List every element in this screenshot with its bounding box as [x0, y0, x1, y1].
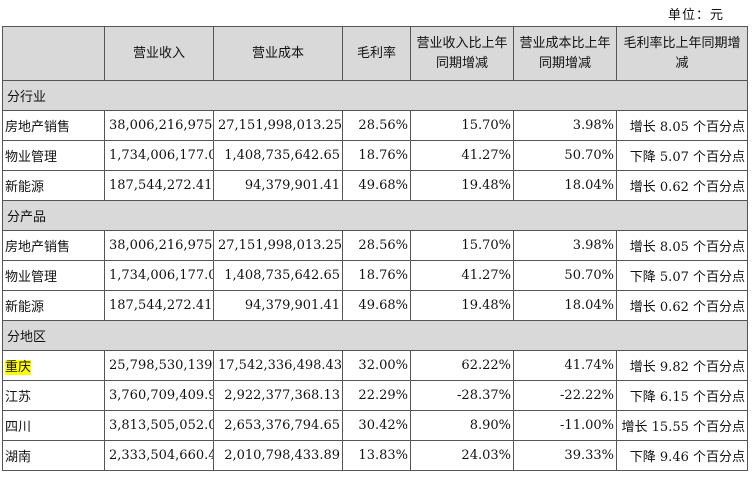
table-row: 物业管理 1,734,006,177.03 1,408,735,642.65 18.7…	[2, 140, 748, 171]
margin-change-cell: 下降 5.07 个百分点	[616, 140, 748, 171]
margin-cell: 32.00%	[342, 350, 411, 381]
margin-change-cell: 下降 6.15 个百分点	[616, 380, 748, 411]
row-name-cell: 江苏	[2, 380, 105, 411]
table-row: 湖南 2,333,504,660.48 2,010,798,433.89 13.83%…	[2, 440, 748, 471]
margin-cell: 28.56%	[342, 230, 411, 261]
financial-table: 营业收入 营业成本 毛利率 营业收入比上年同期增减 营业成本比上年同期增减 毛利…	[2, 26, 748, 471]
margin-change-cell: 增长 8.05 个百分点	[616, 110, 748, 141]
margin-change-cell: 增长 15.55 个百分点	[616, 410, 748, 441]
revenue-change-cell: 62.22%	[410, 350, 514, 381]
cost-change-cell: -11.00%	[513, 410, 617, 441]
section-header-row: 分地区	[2, 320, 748, 351]
cost-cell: 1,408,735,642.65	[213, 260, 343, 291]
cost-change-cell: 3.98%	[513, 230, 617, 261]
revenue-change-cell: 24.03%	[410, 440, 514, 471]
cost-cell: 2,922,377,368.13	[213, 380, 343, 411]
revenue-cell: 25,798,530,139.13	[104, 350, 214, 381]
cost-change-cell: 3.98%	[513, 110, 617, 141]
section-title: 分产品	[2, 200, 748, 231]
cost-cell: 94,379,901.41	[213, 170, 343, 201]
table-row: 房地产销售38,006,216,975.7027,151,998,013.252…	[2, 230, 748, 261]
revenue-change-cell: -28.37%	[410, 380, 514, 411]
revenue-cell: 38,006,216,975.70	[104, 230, 214, 261]
margin-cell: 13.83%	[342, 440, 411, 471]
section-header-row: 分产品	[2, 200, 748, 231]
margin-change-cell: 增长 0.62 个百分点	[616, 290, 748, 321]
margin-change-cell: 增长 9.82 个百分点	[616, 350, 748, 381]
margin-change-cell: 下降 9.46 个百分点	[616, 440, 748, 471]
cost-change-cell: 39.33%	[513, 440, 617, 471]
revenue-cell: 2,333,504,660.48	[104, 440, 214, 471]
revenue-change-cell: 41.27%	[410, 260, 514, 291]
margin-cell: 28.56%	[342, 110, 411, 141]
cost-change-cell: 50.70%	[513, 260, 617, 291]
row-name-cell: 房地产销售	[2, 110, 105, 141]
cost-change-cell: 18.04%	[513, 290, 617, 321]
revenue-cell: 1,734,006,177.03	[104, 140, 214, 171]
revenue-cell: 187,544,272.41	[104, 170, 214, 201]
revenue-cell: 38,006,216,975.70	[104, 110, 214, 141]
row-name-cell: 物业管理	[2, 140, 105, 171]
revenue-cell: 1,734,006,177.03	[104, 260, 214, 291]
row-name-cell: 四川	[2, 410, 105, 441]
highlighted-text: 重庆	[5, 360, 32, 375]
row-name-cell: 重庆	[2, 350, 105, 381]
table-row: 物业管理 1,734,006,177.03 1,408,735,642.65 18.7…	[2, 260, 748, 291]
cost-cell: 1,408,735,642.65	[213, 140, 343, 171]
header-cell-blank	[2, 26, 105, 81]
cost-cell: 17,542,336,498.43	[213, 350, 343, 381]
section-header-row: 分行业	[2, 80, 748, 111]
header-margin-change: 毛利率比上年同期增减	[616, 26, 748, 81]
header-cost: 营业成本	[213, 26, 343, 81]
unit-label: 单位：元	[667, 8, 724, 23]
revenue-change-cell: 15.70%	[410, 110, 514, 141]
cost-change-cell: 50.70%	[513, 140, 617, 171]
table-row: 江苏 3,760,709,409.96 2,922,377,368.13 22.29%…	[2, 380, 748, 411]
table-body: 分行业房地产销售38,006,216,975.7027,151,998,013.…	[2, 80, 748, 471]
margin-cell: 18.76%	[342, 260, 411, 291]
revenue-change-cell: 41.27%	[410, 140, 514, 171]
cost-change-cell: -22.22%	[513, 380, 617, 411]
margin-cell: 49.68%	[342, 170, 411, 201]
table-row: 新能源 187,544,272.41 94,379,901.41 49.68% 19.4…	[2, 290, 748, 321]
margin-cell: 49.68%	[342, 290, 411, 321]
header-margin: 毛利率	[342, 26, 411, 81]
row-name-cell: 房地产销售	[2, 230, 105, 261]
margin-cell: 22.29%	[342, 380, 411, 411]
margin-change-cell: 增长 0.62 个百分点	[616, 170, 748, 201]
revenue-change-cell: 19.48%	[410, 170, 514, 201]
revenue-change-cell: 15.70%	[410, 230, 514, 261]
revenue-change-cell: 19.48%	[410, 290, 514, 321]
table-row: 新能源 187,544,272.41 94,379,901.41 49.68% 19.4…	[2, 170, 748, 201]
revenue-change-cell: 8.90%	[410, 410, 514, 441]
header-revenue-change: 营业收入比上年同期增减	[410, 26, 514, 81]
revenue-cell: 3,813,505,052.03	[104, 410, 214, 441]
row-name-cell: 湖南	[2, 440, 105, 471]
header-revenue: 营业收入	[104, 26, 214, 81]
cost-cell: 2,010,798,433.89	[213, 440, 343, 471]
header-row: 营业收入 营业成本 毛利率 营业收入比上年同期增减 营业成本比上年同期增减 毛利…	[2, 26, 748, 81]
margin-change-cell: 下降 5.07 个百分点	[616, 260, 748, 291]
row-name-cell: 新能源	[2, 290, 105, 321]
section-title: 分地区	[2, 320, 748, 351]
cost-change-cell: 41.74%	[513, 350, 617, 381]
cost-cell: 2,653,376,794.65	[213, 410, 343, 441]
table-row: 重庆 25,798,530,139.1317,542,336,498.4332.0…	[2, 350, 748, 381]
section-title: 分行业	[2, 80, 748, 111]
revenue-cell: 187,544,272.41	[104, 290, 214, 321]
row-name-cell: 新能源	[2, 170, 105, 201]
margin-cell: 30.42%	[342, 410, 411, 441]
cost-cell: 94,379,901.41	[213, 290, 343, 321]
margin-change-cell: 增长 8.05 个百分点	[616, 230, 748, 261]
margin-cell: 18.76%	[342, 140, 411, 171]
table-row: 房地产销售38,006,216,975.7027,151,998,013.252…	[2, 110, 748, 141]
cost-cell: 27,151,998,013.25	[213, 230, 343, 261]
cost-change-cell: 18.04%	[513, 170, 617, 201]
row-name-cell: 物业管理	[2, 260, 105, 291]
table-row: 四川 3,813,505,052.03 2,653,376,794.65 30.42%…	[2, 410, 748, 441]
header-cost-change: 营业成本比上年同期增减	[513, 26, 617, 81]
cost-cell: 27,151,998,013.25	[213, 110, 343, 141]
revenue-cell: 3,760,709,409.96	[104, 380, 214, 411]
